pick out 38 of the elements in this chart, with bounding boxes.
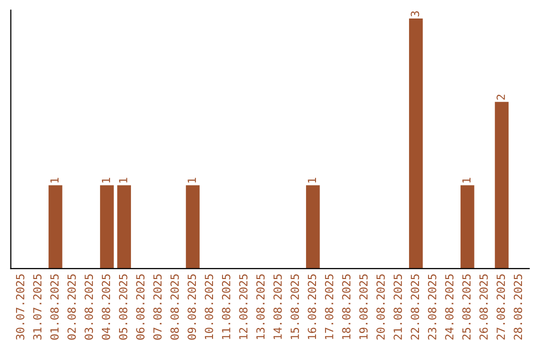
x-tick-label: 30.07.2025	[16, 274, 24, 340]
x-tick-label: 06.08.2025	[136, 274, 145, 340]
x-tick-label: 10.08.2025	[204, 274, 214, 340]
x-tick-label: 16.08.2025	[308, 274, 316, 340]
x-tick-label: 17.08.2025	[324, 274, 334, 340]
x-tick-label: 13.08.2025	[256, 274, 265, 340]
x-tick-label: 12.08.2025	[239, 274, 248, 340]
x-tick-label: 08.08.2025	[170, 274, 179, 340]
x-tick-label: 22.08.2025	[410, 274, 420, 340]
x-tick-label: 14.08.2025	[273, 274, 282, 340]
data-label: 1	[102, 178, 110, 183]
x-tick-label: 20.08.2025	[376, 274, 385, 340]
x-tick-label: 21.08.2025	[394, 274, 402, 340]
x-tick-label: 03.08.2025	[84, 274, 94, 340]
x-tick-label: 05.08.2025	[118, 274, 128, 340]
x-tick-label: 09.08.2025	[188, 274, 196, 340]
x-tick-label: 25.08.2025	[462, 274, 471, 340]
data-label: 3	[410, 11, 420, 16]
data-label: 1	[308, 178, 316, 183]
x-tick-label: 11.08.2025	[222, 274, 230, 340]
x-tick-label: 28.08.2025	[514, 274, 522, 340]
x-tick-label: 19.08.2025	[359, 274, 368, 340]
x-tick-label: 27.08.2025	[496, 274, 505, 340]
data-label: 1	[50, 178, 59, 183]
x-tick-label: 23.08.2025	[428, 274, 436, 340]
data-label: 1	[188, 178, 196, 183]
data-label: 1	[462, 178, 470, 183]
data-label: 1	[119, 178, 128, 183]
x-tick-label: 04.08.2025	[102, 274, 110, 340]
x-tick-label: 24.08.2025	[445, 274, 454, 340]
x-tick-label: 01.08.2025	[50, 274, 59, 340]
data-label: 2	[496, 94, 505, 100]
x-tick-label: 02.08.2025	[67, 274, 76, 340]
x-tick-label: 26.08.2025	[479, 274, 488, 340]
x-tick-label: 18.08.2025	[342, 274, 350, 340]
x-tick-label: 07.08.2025	[153, 274, 162, 340]
x-tick-label: 15.08.2025	[290, 274, 299, 340]
x-tick-label: 31.07.2025	[33, 274, 42, 340]
